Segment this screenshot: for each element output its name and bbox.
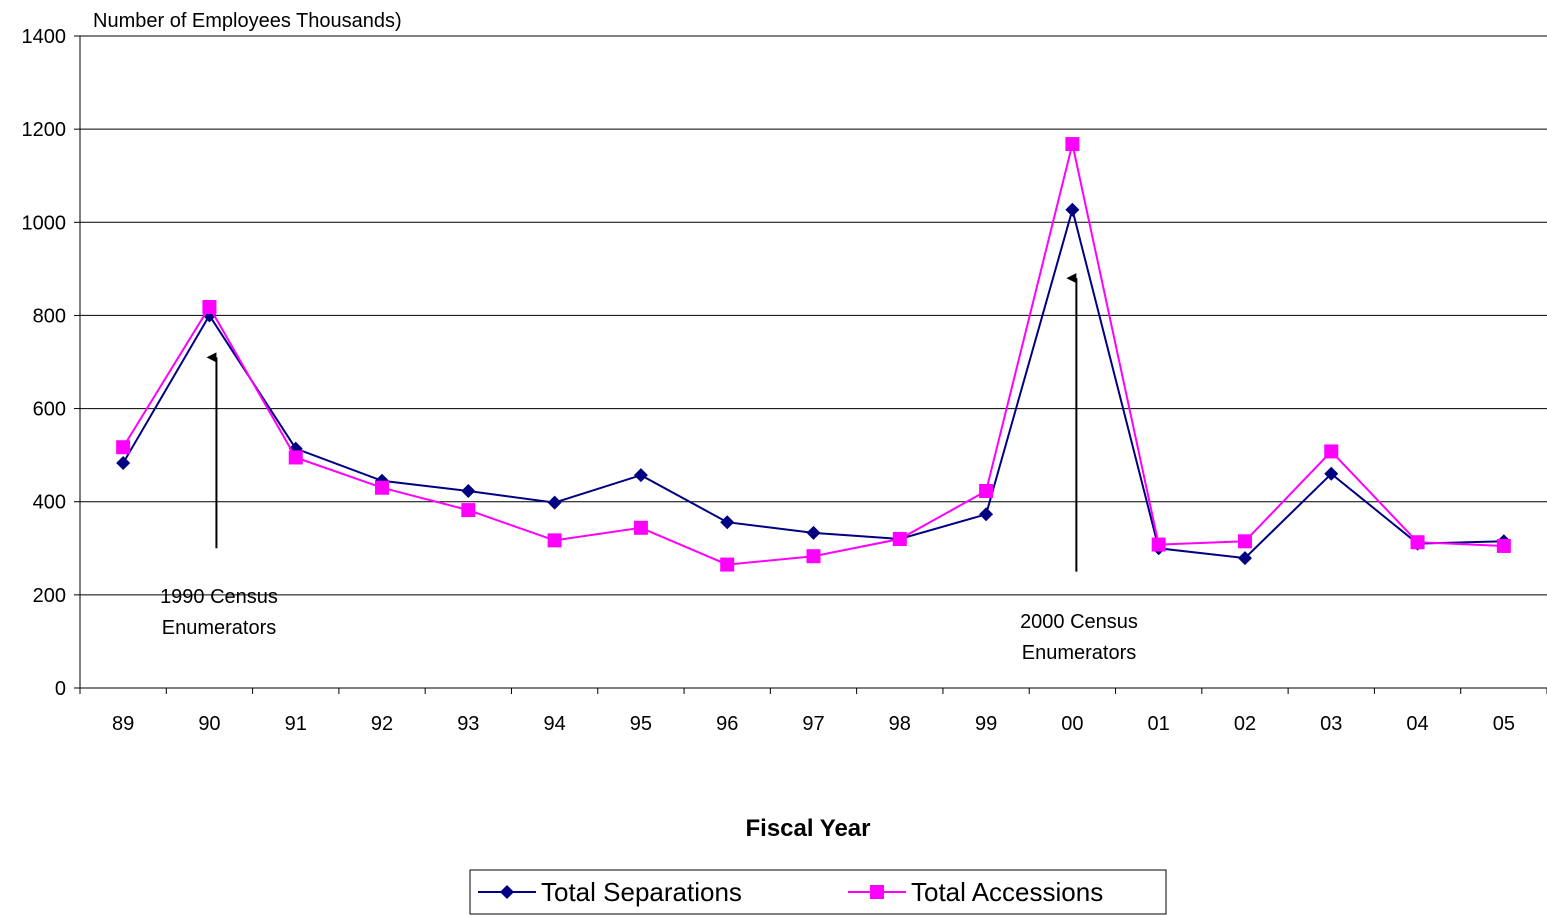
x-tick-label: 99: [975, 713, 997, 735]
data-point: [633, 520, 648, 535]
data-point: [892, 531, 907, 546]
y-axis-title: Number of Employees Thousands): [93, 10, 402, 32]
legend-label: Total Separations: [541, 877, 742, 907]
x-tick-label: 89: [112, 713, 134, 735]
x-tick-label: 95: [630, 713, 652, 735]
legend-marker: [870, 885, 884, 899]
data-point: [1237, 551, 1252, 566]
legend-item: Total Separations: [478, 877, 742, 907]
gridlines: [80, 35, 1547, 596]
x-tick-label: 02: [1234, 713, 1256, 735]
data-point: [375, 480, 390, 495]
x-tick-label: 98: [889, 713, 911, 735]
x-tick-label: 05: [1493, 713, 1515, 735]
y-tick-label: 1200: [22, 119, 67, 141]
y-tick-label: 1400: [22, 26, 67, 48]
y-axis-ticks: 0 200 400 600 800 1000 1200 1400: [22, 26, 80, 700]
data-point: [1237, 534, 1252, 549]
x-tick-label: 97: [802, 713, 824, 735]
data-point: [116, 456, 131, 471]
data-point: [461, 503, 476, 518]
x-tick-label: 01: [1148, 713, 1170, 735]
y-tick-label: 1000: [22, 212, 67, 234]
data-point: [1065, 202, 1080, 217]
legend-label: Total Accessions: [911, 877, 1103, 907]
x-tick-label: 91: [285, 713, 307, 735]
legend-marker: [500, 885, 514, 899]
x-tick-label: 90: [198, 713, 220, 735]
data-point: [288, 450, 303, 465]
y-tick-label: 800: [33, 305, 66, 327]
data-point: [461, 484, 476, 499]
data-point: [979, 484, 994, 499]
series-2: [116, 137, 1511, 572]
data-point: [1324, 466, 1339, 481]
annotation-label: Enumerators: [1022, 642, 1137, 664]
y-tick-label: 0: [55, 678, 66, 700]
data-point: [202, 300, 217, 315]
series-line: [122, 205, 1504, 560]
data-point: [806, 549, 821, 564]
data-point: [1151, 537, 1166, 552]
annotation-label: 2000 Census: [1020, 611, 1138, 633]
y-tick-label: 600: [33, 399, 66, 421]
annotation-label: Enumerators: [162, 617, 277, 639]
data-point: [720, 557, 735, 572]
annotation: 1990 Census Enumerators: [160, 352, 278, 639]
data-point: [547, 495, 562, 510]
data-point: [633, 468, 648, 483]
data-series: [116, 137, 1511, 572]
x-axis-ticks: 89 90 91 92 93 94 95 96 97 98 99 00 01 02 03 04 05: [79, 688, 1547, 735]
data-point: [806, 525, 821, 540]
x-tick-label: 00: [1061, 713, 1083, 735]
x-tick-label: 93: [457, 713, 479, 735]
data-point: [1410, 535, 1425, 550]
x-tick-label: 96: [716, 713, 738, 735]
legend-item: Total Accessions: [848, 877, 1103, 907]
x-axis-title: Fiscal Year: [746, 815, 871, 842]
axes: [79, 36, 1547, 689]
data-point: [720, 515, 735, 530]
y-tick-label: 200: [33, 585, 66, 607]
legend-box: [469, 869, 1167, 915]
annotation-label: 1990 Census: [160, 586, 278, 608]
annotation: 2000 Census Enumerators: [1020, 273, 1138, 664]
legend: Total Separations Total Accessions: [469, 869, 1167, 915]
data-point: [116, 440, 131, 455]
data-point: [1324, 444, 1339, 459]
data-point: [547, 533, 562, 548]
data-point: [979, 507, 994, 522]
y-tick-label: 400: [33, 492, 66, 514]
annotations: 1990 Census Enumerators 2000 Census Enumera…: [160, 273, 1138, 664]
series-1: [116, 202, 1511, 566]
x-tick-label: 04: [1406, 713, 1428, 735]
data-point: [1065, 137, 1080, 152]
x-tick-label: 94: [543, 713, 565, 735]
data-point: [1496, 538, 1511, 553]
x-tick-label: 92: [371, 713, 393, 735]
x-tick-label: 03: [1320, 713, 1342, 735]
